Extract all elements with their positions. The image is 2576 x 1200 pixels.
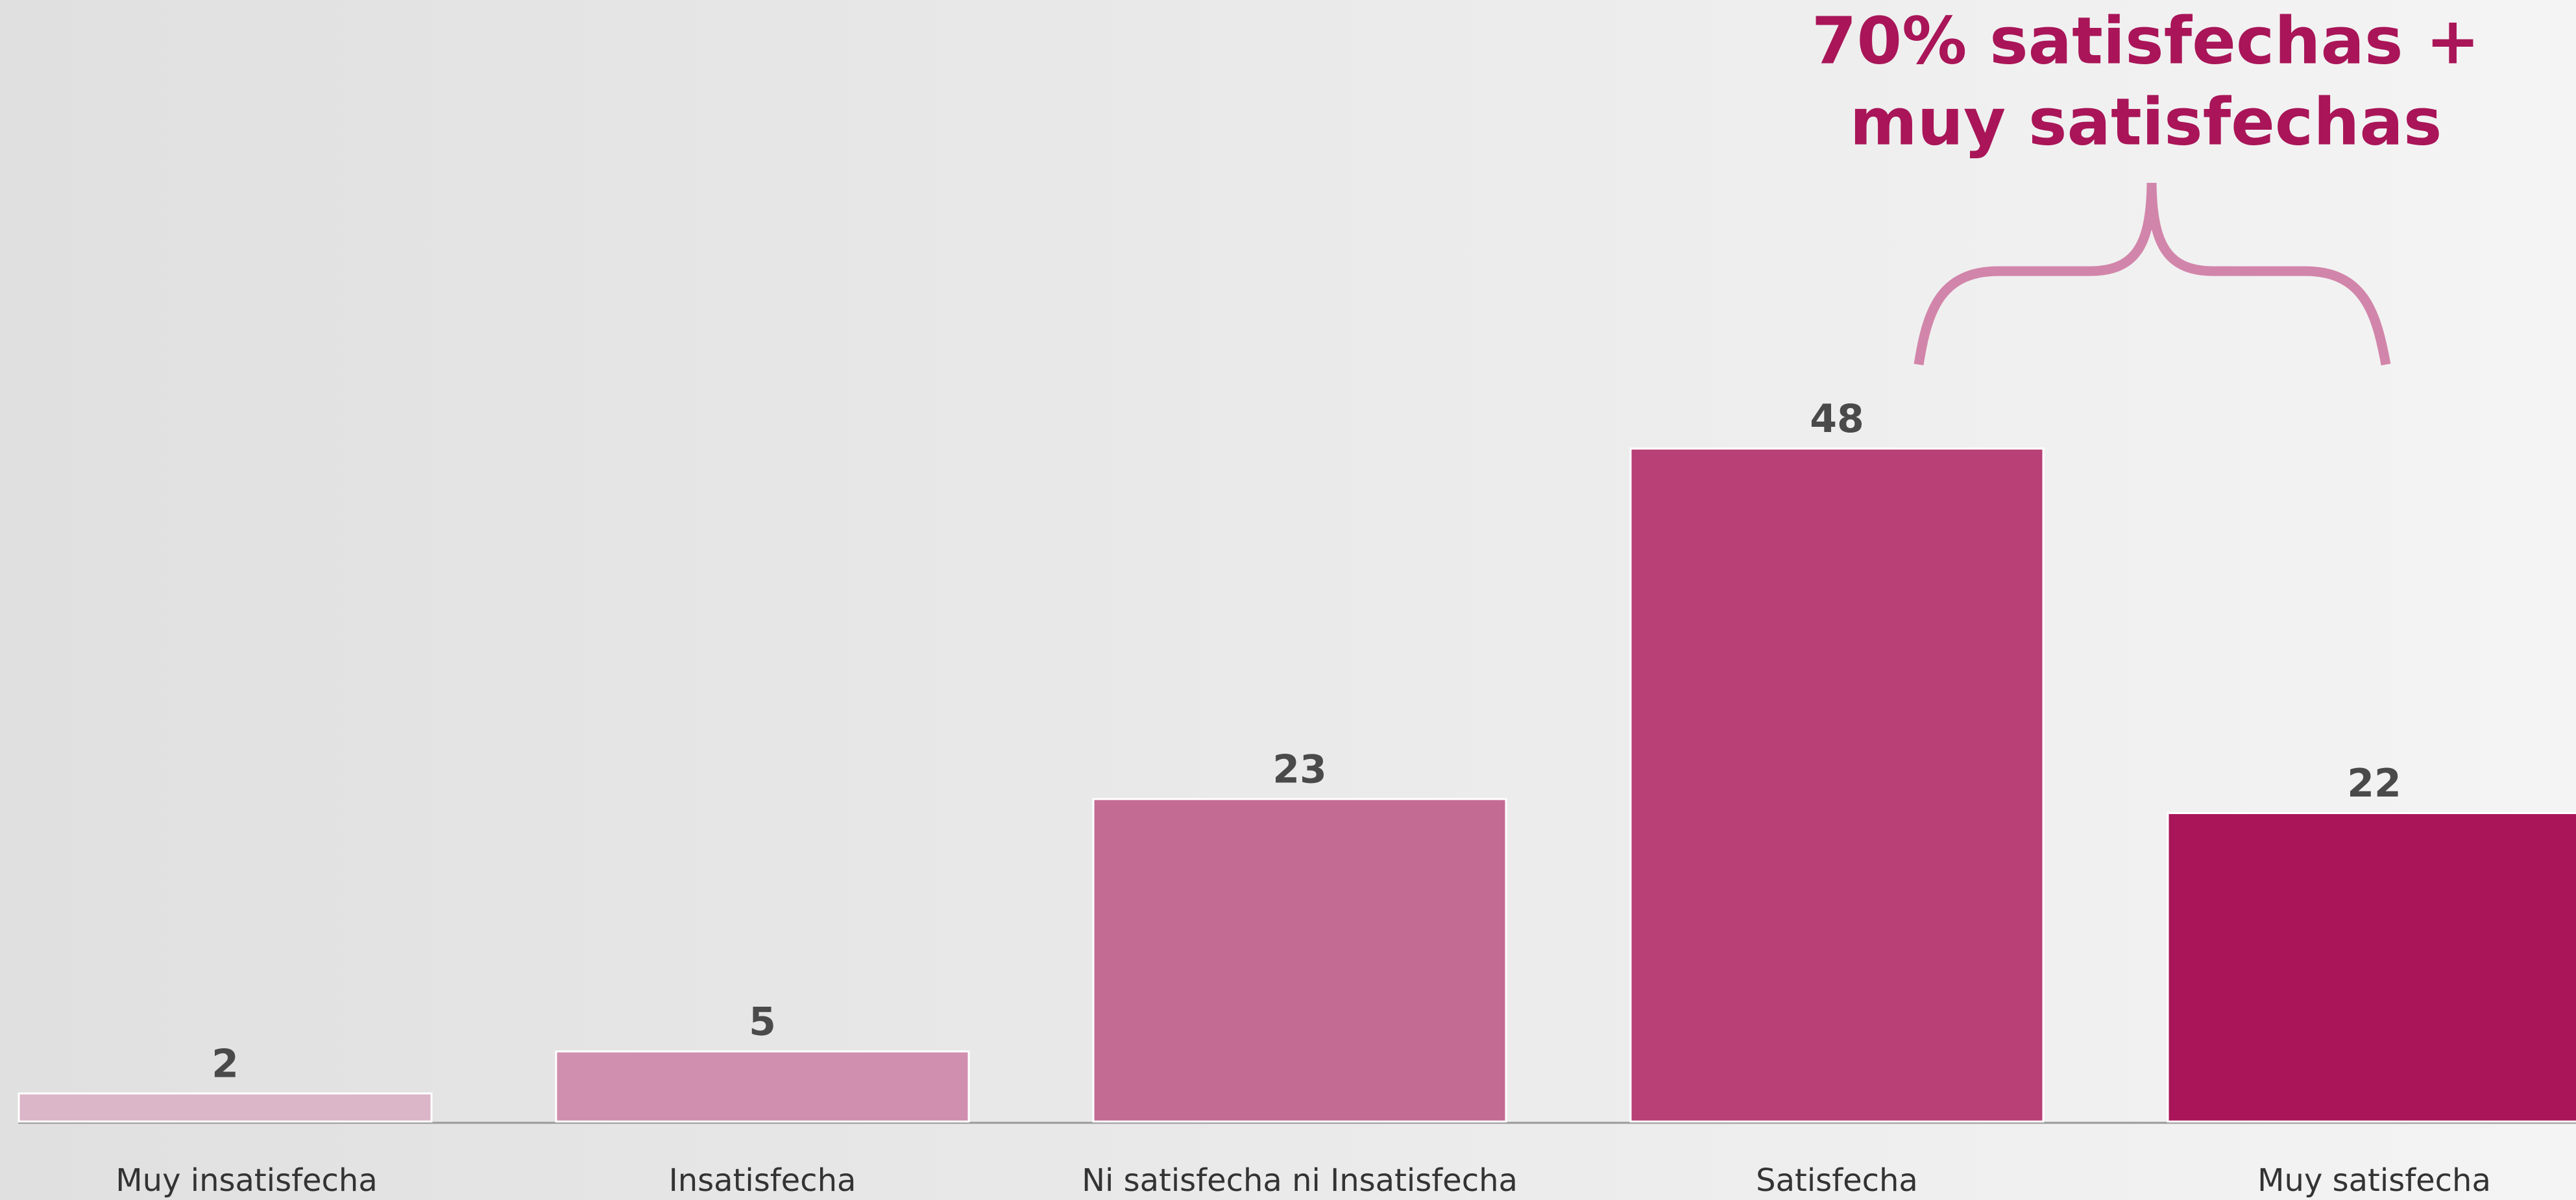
annotation: 70% satisfechas + — [1812, 3, 2480, 78]
x-tick-label: Ni satisfecha ni Insatisfecha — [1082, 1162, 1518, 1199]
bar — [18, 1092, 433, 1123]
brace — [1914, 182, 2391, 366]
bar — [2167, 812, 2576, 1123]
x-tick-label: Satisfecha — [1756, 1162, 1918, 1199]
x-tick-label: Insatisfecha — [669, 1162, 857, 1199]
value-label: 22 — [2347, 761, 2401, 806]
bar — [555, 1050, 970, 1123]
value-label: 5 — [749, 1000, 776, 1045]
bar — [1629, 448, 2045, 1123]
value-label: 2 — [212, 1041, 239, 1086]
x-tick-label: Muy satisfecha — [2257, 1162, 2491, 1199]
x-tick-label: Muy insatisfecha — [115, 1162, 378, 1199]
value-label: 48 — [1810, 396, 1864, 442]
annotation: muy satisfechas — [1850, 84, 2442, 160]
value-label: 23 — [1272, 747, 1327, 793]
bar — [1092, 798, 1507, 1123]
